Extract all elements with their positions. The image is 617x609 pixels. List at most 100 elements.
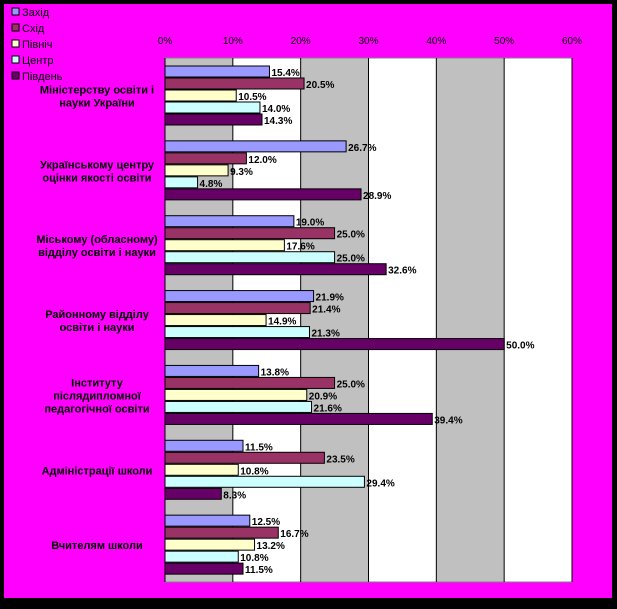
category-label: відділу освіти і науки — [38, 247, 156, 259]
bar-value-label: 20.5% — [306, 80, 334, 91]
bar-value-label: 25.0% — [337, 379, 365, 390]
category-label: Районному відділу — [45, 309, 150, 321]
category-label: Українському центру — [40, 159, 155, 171]
bar-value-label: 50.0% — [506, 341, 534, 352]
x-tick-label: 0% — [158, 36, 173, 47]
x-tick-label: 60% — [562, 36, 582, 47]
bar-2-2 — [164, 239, 285, 252]
bar-value-label: 14.3% — [264, 116, 292, 127]
bar-4-3 — [164, 338, 505, 351]
bar-value-label: 10.8% — [240, 466, 268, 477]
bar-2-6 — [164, 538, 256, 551]
plot-band — [436, 58, 505, 582]
bar-0-2 — [164, 215, 295, 228]
bar-value-label: 13.8% — [261, 367, 289, 378]
bar-2-0 — [164, 89, 237, 102]
bar-value-label: 23.5% — [326, 454, 354, 465]
bar-1-1 — [164, 152, 247, 165]
bar-value-label: 21.6% — [314, 403, 342, 414]
legend-swatch — [11, 39, 20, 48]
x-axis-ticks: 0% 10% 20% 30% 40% 50% 60% — [158, 36, 582, 47]
plot-band — [504, 58, 572, 582]
bar-0-0 — [164, 65, 270, 78]
bar-value-label: 15.4% — [271, 68, 299, 79]
bar-value-label: 21.9% — [316, 293, 344, 304]
bar-1-5 — [164, 451, 325, 464]
plot-band — [368, 58, 437, 582]
bar-0-5 — [164, 439, 244, 452]
category-label: післядипломної — [53, 390, 142, 402]
bar-value-label: 26.7% — [348, 143, 376, 154]
data-labels: 15.4% 20.5% 10.5%14.0%14.3% 26.7% 12.0%9.3% 4… — [200, 68, 535, 576]
bar-2-1 — [164, 164, 229, 177]
bar-0-3 — [164, 290, 315, 303]
legend: Захід Схід Північ Центр Південь — [11, 7, 63, 83]
bar-value-label: 21.3% — [311, 329, 339, 340]
category-label: Міському (обласному) — [36, 234, 158, 246]
bar-0-4 — [164, 364, 260, 377]
legend-label: Південь — [22, 71, 63, 83]
bar-3-5 — [164, 475, 365, 488]
category-label: освіти і науки — [60, 322, 135, 334]
category-label: педагогічної освіти — [44, 403, 149, 415]
bar-1-4 — [164, 376, 336, 389]
x-tick-label: 50% — [494, 36, 514, 47]
bar-4-0 — [164, 113, 263, 126]
bar-value-label: 25.0% — [337, 254, 365, 265]
x-tick-label: 10% — [223, 36, 243, 47]
bar-3-3 — [164, 326, 310, 339]
bar-value-label: 17.6% — [286, 242, 314, 253]
bar-value-label: 16.7% — [280, 529, 308, 540]
bar-1-3 — [164, 302, 311, 315]
category-label: Адміністрації школи — [42, 465, 153, 477]
bar-value-label: 29.4% — [366, 478, 394, 489]
category-label: науки України — [59, 98, 134, 110]
bar-value-label: 21.4% — [312, 305, 340, 316]
bar-value-label: 14.9% — [268, 317, 296, 328]
category-label: оцінки якості освіти — [42, 172, 151, 184]
bars — [164, 65, 505, 575]
bar-2-5 — [164, 463, 239, 476]
bar-1-0 — [164, 77, 305, 90]
bar-value-label: 4.8% — [200, 179, 223, 190]
bar-2-4 — [164, 388, 308, 401]
bar-value-label: 9.3% — [230, 167, 253, 178]
bar-4-1 — [164, 188, 362, 201]
bar-value-label: 8.3% — [223, 490, 246, 501]
plot-band — [300, 58, 369, 582]
bar-value-label: 20.9% — [309, 391, 337, 402]
bar-3-0 — [164, 101, 261, 114]
bar-3-6 — [164, 550, 239, 563]
bar-value-label: 11.5% — [245, 442, 273, 453]
category-label: Вчителям школи — [51, 540, 143, 552]
bar-value-label: 13.2% — [257, 541, 285, 552]
bar-value-label: 10.5% — [238, 92, 266, 103]
legend-swatch — [11, 55, 20, 64]
bar-value-label: 39.4% — [434, 415, 462, 426]
legend-swatch — [11, 23, 20, 32]
bar-value-label: 12.5% — [252, 517, 280, 528]
bar-3-1 — [164, 176, 199, 189]
x-tick-label: 20% — [291, 36, 311, 47]
legend-swatch — [11, 7, 20, 16]
bar-0-1 — [164, 140, 347, 153]
bar-3-2 — [164, 251, 336, 264]
x-tick-label: 40% — [426, 36, 446, 47]
category-label: Інституту — [71, 377, 124, 389]
bar-2-3 — [164, 314, 267, 327]
bar-value-label: 19.0% — [296, 218, 324, 229]
bar-0-6 — [164, 514, 251, 527]
bar-4-2 — [164, 263, 387, 276]
legend-label: Схід — [22, 23, 45, 35]
bar-value-label: 32.6% — [388, 266, 416, 277]
category-label: Міністерству освіти і — [40, 85, 154, 97]
bar-value-label: 14.0% — [262, 104, 290, 115]
bar-1-2 — [164, 227, 336, 240]
bar-3-4 — [164, 400, 313, 413]
bar-4-4 — [164, 412, 433, 425]
bar-value-label: 11.5% — [245, 565, 273, 576]
legend-label: Захід — [22, 7, 50, 19]
